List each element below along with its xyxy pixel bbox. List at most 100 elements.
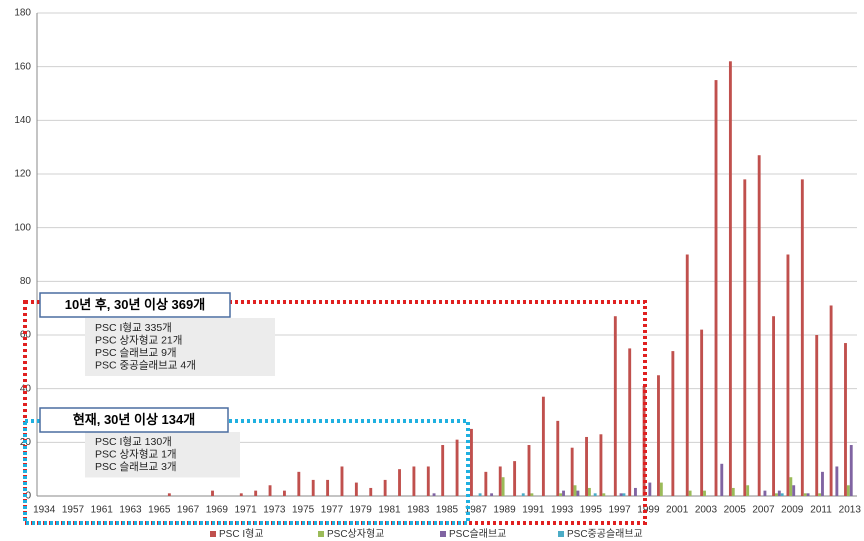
bar [432,493,436,496]
bar [530,493,534,496]
x-tick-label: 1989 [493,505,516,516]
bar [587,487,591,496]
bar [513,461,517,496]
bar [556,420,560,496]
bar [484,471,488,496]
x-tick-label: 1981 [378,505,401,516]
bar [780,493,784,496]
bar [786,254,790,496]
x-tick-label: 1979 [350,505,373,516]
bar [634,487,637,496]
legend-label: PSC슬래브교 [449,528,506,540]
x-tick-label: 1971 [234,505,257,516]
x-tick-label: 1967 [177,505,200,516]
bar [746,485,750,496]
bar [622,493,626,496]
x-tick-label: 2013 [839,505,862,516]
bar [576,490,580,496]
legend-swatch [440,531,446,537]
annotation-title-box [39,292,231,318]
bar [772,316,775,496]
bar [311,479,315,496]
bar [671,351,675,496]
bar [167,493,171,496]
bar [585,436,588,496]
y-tick-label: 40 [20,383,32,394]
bar [700,329,704,496]
y-tick-label: 100 [14,222,31,233]
annotation-list-bg [85,432,240,478]
bar [602,493,606,496]
bar [789,477,793,496]
bar [619,493,623,496]
x-tick-label: 1963 [119,505,142,516]
legend-swatch [318,531,324,537]
annotation-line: PSC 중공슬래브교 4개 [95,359,196,371]
bar [498,466,502,496]
x-tick-label: 1977 [321,505,344,516]
annotation-list-bg [85,318,275,376]
bar [803,493,807,496]
x-tick-label: 1995 [580,505,603,516]
y-tick-label: 80 [20,276,32,287]
bar [844,343,847,496]
bar [800,179,804,496]
x-tick-label: 2009 [781,505,804,516]
bar [835,466,839,496]
bar [714,80,718,496]
bar [573,485,577,496]
bar [441,445,445,496]
bar [426,466,430,496]
bar [254,490,258,496]
x-tick-label: 1969 [206,505,229,516]
bar [806,493,810,496]
bar [613,316,617,496]
bar [527,445,531,496]
bar [775,493,778,496]
bar [340,466,344,496]
x-tick-label: 1987 [465,505,488,516]
annotation-line: PSC 상자형교 1개 [95,448,177,460]
annotation-title: 10년 후, 30년 이상 369개 [65,297,205,312]
x-tick-label: 1983 [407,505,430,516]
x-tick-label: 1993 [551,505,574,516]
bar [599,434,603,496]
x-tick-label: 1975 [292,505,315,516]
annotation-frame [23,419,470,525]
bar [562,490,565,496]
bar [268,485,272,496]
bar [720,463,724,496]
bar [728,61,732,497]
bar [829,305,833,496]
y-tick-label: 160 [14,61,31,72]
bar [818,493,822,496]
legend-label: PSC중공슬래브교 [567,528,643,540]
bar [398,469,401,496]
annotation-line: PSC 상자형교 21개 [95,334,182,346]
annotation-line: PSC 슬래브교 9개 [95,347,177,359]
y-tick-label: 0 [25,491,31,502]
legend-label: PSC상자형교 [327,528,384,540]
bar [521,493,525,496]
bar [648,482,652,496]
x-tick-label: 2007 [752,505,775,516]
bar [383,479,387,496]
x-tick-label: 2011 [810,505,832,516]
bar [659,482,663,496]
x-tick-label: 1965 [148,505,171,516]
annotation-line: PSC I형교 335개 [95,322,172,334]
bar [570,447,574,496]
y-tick-label: 120 [14,169,31,180]
y-tick-label: 60 [20,330,32,341]
bar [354,482,358,496]
bar [763,490,767,496]
bar [703,490,706,496]
bar [412,466,416,496]
bar [685,254,689,496]
bar [369,487,373,496]
bar [792,485,796,496]
bar [283,490,286,496]
x-tick-label: 1985 [436,505,459,516]
x-tick-label: 2003 [695,505,718,516]
x-tick-label: 1973 [263,505,286,516]
